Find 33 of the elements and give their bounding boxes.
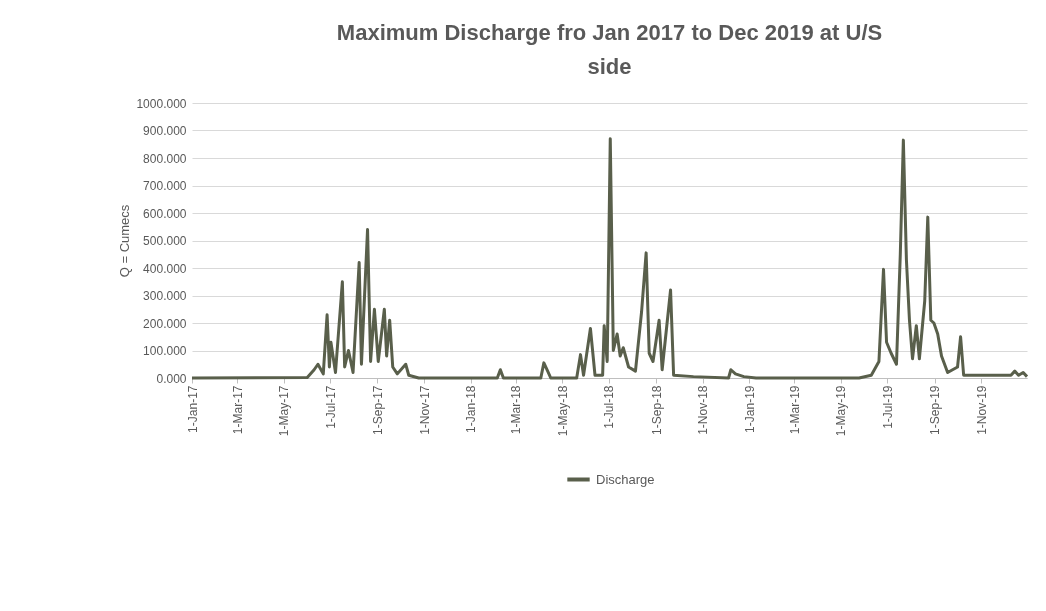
x-tick-label: 1-Sep-19 bbox=[928, 385, 943, 435]
y-tick-label: 400.000 bbox=[143, 261, 187, 276]
x-tick-label: 1-Jul-19 bbox=[880, 385, 895, 429]
x-tick-label: 1-Nov-19 bbox=[974, 385, 989, 435]
x-tick-label: 1-Nov-18 bbox=[696, 385, 711, 435]
y-tick-label: 0.000 bbox=[156, 371, 187, 386]
y-tick-label: 1000.000 bbox=[136, 96, 187, 111]
x-tick-label: 1-Jul-18 bbox=[602, 385, 617, 429]
x-tick-label: 1-Sep-18 bbox=[649, 385, 664, 435]
x-tick-label: 1-Jan-17 bbox=[185, 385, 200, 433]
x-tick-label: 1-Mar-19 bbox=[787, 385, 802, 435]
legend-label: Discharge bbox=[596, 471, 655, 487]
y-tick-label: 600.000 bbox=[143, 206, 187, 221]
x-tick-label: 1-Sep-17 bbox=[370, 385, 385, 435]
chart-title: Maximum Discharge fro Jan 2017 to Dec 2019 at U/S side bbox=[336, 20, 883, 79]
x-tick-label: 1-Jul-17 bbox=[323, 385, 338, 429]
y-tick-label: 700.000 bbox=[143, 179, 187, 193]
y-tick-label: 200.000 bbox=[143, 316, 187, 331]
x-tick-label: 1-Jan-19 bbox=[742, 385, 757, 433]
x-tick-label: 1-Jan-18 bbox=[464, 385, 479, 433]
x-tick-label: 1-Mar-18 bbox=[509, 385, 524, 435]
x-tick-label: 1-Nov-17 bbox=[417, 385, 432, 435]
line-series bbox=[190, 137, 1029, 380]
x-tick-label: 1-Mar-17 bbox=[230, 385, 245, 435]
y-tick-label: 500.000 bbox=[143, 234, 187, 248]
x-tick-label: 1-May-19 bbox=[834, 385, 849, 437]
y-tick-label: 300.000 bbox=[143, 289, 187, 303]
x-tick-label: 1-May-17 bbox=[277, 385, 292, 437]
x-tick-label: 1-May-18 bbox=[555, 385, 570, 437]
y-tick-label: 100.000 bbox=[143, 344, 187, 358]
y-tick-label: 800.000 bbox=[143, 151, 187, 166]
y-axis-title: Q = Cumecs bbox=[117, 204, 133, 278]
y-tick-label: 900.000 bbox=[143, 124, 187, 138]
